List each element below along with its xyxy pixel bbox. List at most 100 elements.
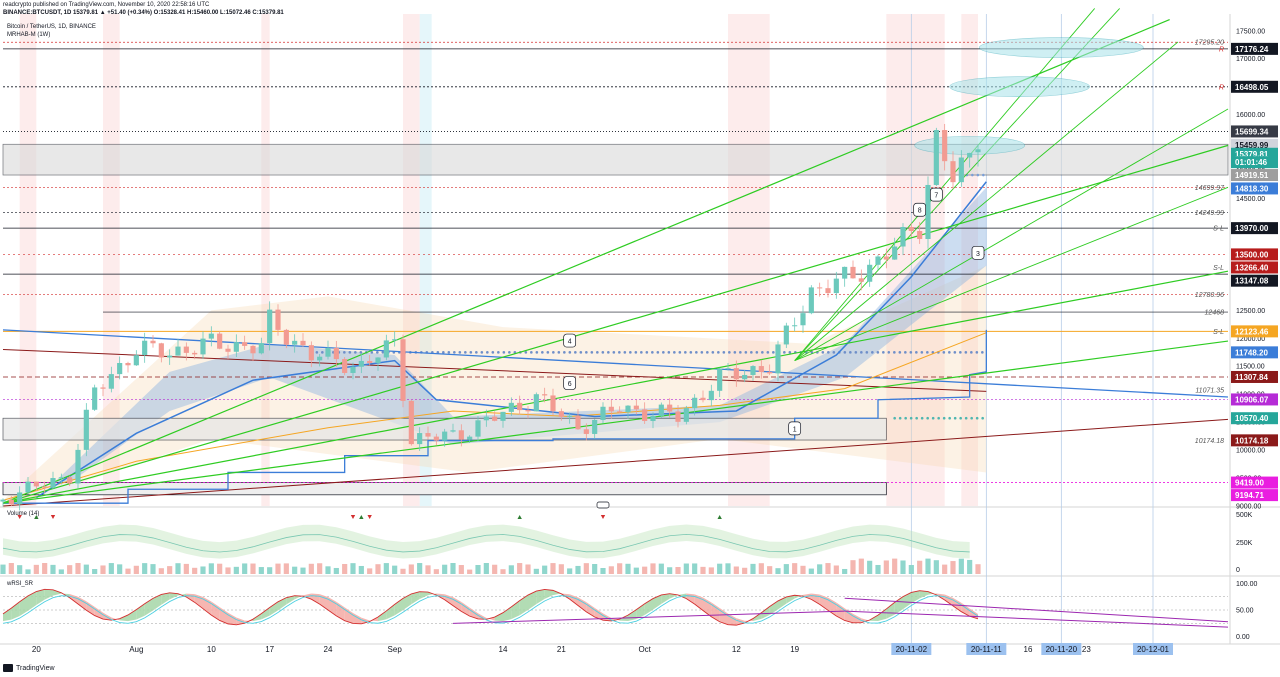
rsi-trend-line (452, 610, 845, 624)
rsi-tick: 50.00 (1236, 608, 1254, 615)
dotted-average (915, 351, 918, 354)
price-tag-label: 14818.30 (1235, 184, 1269, 193)
dotted-average (475, 351, 478, 354)
rsi-fill (469, 607, 478, 619)
rsi-fill (336, 601, 345, 621)
volume-bar (792, 563, 798, 574)
volume-bar (325, 566, 331, 574)
dotted-average (926, 351, 929, 354)
candle-body (292, 340, 298, 345)
level-label: 12780.96 (1195, 292, 1224, 299)
count-marker-label: 7 (934, 193, 938, 200)
volume-bar (808, 568, 814, 574)
price-tag-label: 13970.00 (1235, 224, 1269, 233)
candle-body (358, 360, 364, 367)
count-marker-label: 4 (568, 339, 572, 346)
dotted-average (942, 416, 946, 420)
dotted-average (442, 351, 445, 354)
time-tick: Oct (638, 645, 651, 654)
signal-arrow (34, 515, 39, 519)
rsi-fill (903, 592, 912, 610)
dotted-average (920, 416, 924, 420)
candle-body (533, 394, 539, 412)
volume-bar (500, 569, 506, 574)
candle-body (750, 366, 756, 375)
fan-line (2, 340, 1229, 504)
price-tick: 17000.00 (1236, 56, 1265, 63)
dotted-average (981, 416, 984, 420)
volume-bar (408, 564, 414, 574)
rsi-fill (286, 595, 295, 605)
rsi-fill (353, 613, 362, 624)
candle-body (575, 415, 581, 430)
volume-bar (550, 563, 556, 574)
volume-bar (883, 560, 889, 574)
candle-body (717, 368, 723, 391)
price-tick: 12500.00 (1236, 308, 1265, 315)
dotted-average (810, 351, 814, 354)
rsi-fill (411, 591, 420, 605)
rsi-fill (719, 608, 728, 625)
price-tag-label: 17176.24 (1235, 45, 1269, 54)
rsi-fill (203, 596, 212, 616)
volume-bar (517, 563, 523, 574)
dotted-average (755, 351, 759, 354)
candle-body (833, 278, 839, 294)
rsi-trend-line (844, 597, 1229, 623)
candle-body (383, 340, 389, 358)
candle-body (225, 348, 231, 352)
rsi-fill (11, 601, 20, 620)
dotted-average (623, 351, 627, 354)
volume-bar (850, 560, 856, 574)
volume-bar (692, 563, 698, 574)
candle-body (658, 404, 664, 416)
dotted-average (486, 351, 489, 354)
volume-bar (525, 564, 531, 574)
volume-bar (150, 564, 156, 574)
candle-body (758, 366, 764, 372)
volatility-band (3, 265, 987, 509)
candle-body (542, 394, 548, 396)
rsi-fill (494, 612, 503, 622)
tradingview-logo[interactable]: TradingView (3, 664, 55, 672)
dotted-average (893, 416, 896, 420)
price-tick: 12000.00 (1236, 336, 1265, 343)
volume-bar (783, 564, 789, 574)
candle-body (517, 402, 523, 411)
count-marker (913, 202, 927, 217)
rsi-fill (153, 594, 162, 611)
price-tag (1231, 156, 1278, 169)
dotted-average (970, 416, 973, 420)
rsi-fill (786, 595, 795, 604)
candle-body (792, 325, 798, 327)
count-marker-label: 6 (568, 381, 572, 388)
volume-bar (375, 564, 381, 574)
dotted-average (959, 351, 962, 354)
volume-bar (450, 563, 456, 574)
rsi-fill (536, 589, 545, 605)
volume-bar (25, 569, 31, 574)
signal-arrow (717, 515, 722, 519)
volume-bar (742, 567, 748, 574)
candle-body (783, 325, 789, 345)
volume-bar (633, 567, 639, 574)
volume-bar (892, 558, 898, 574)
dotted-average (552, 351, 555, 354)
session-shade (261, 14, 270, 506)
rsi-fill (769, 600, 778, 615)
time-tag (1041, 643, 1082, 655)
rsi-fill (128, 609, 137, 622)
volume-bar (767, 566, 773, 574)
dotted-average (541, 351, 544, 354)
volume-bar (208, 563, 214, 574)
count-marker (929, 187, 943, 202)
dotted-average (321, 351, 324, 354)
price-tag-label: 13266.40 (1235, 263, 1269, 272)
dotted-average (728, 351, 731, 354)
candle-body (617, 411, 623, 413)
candle-body (450, 430, 456, 432)
volume-bar (33, 564, 39, 574)
volume-bar (342, 563, 348, 574)
dotted-average (678, 351, 682, 354)
